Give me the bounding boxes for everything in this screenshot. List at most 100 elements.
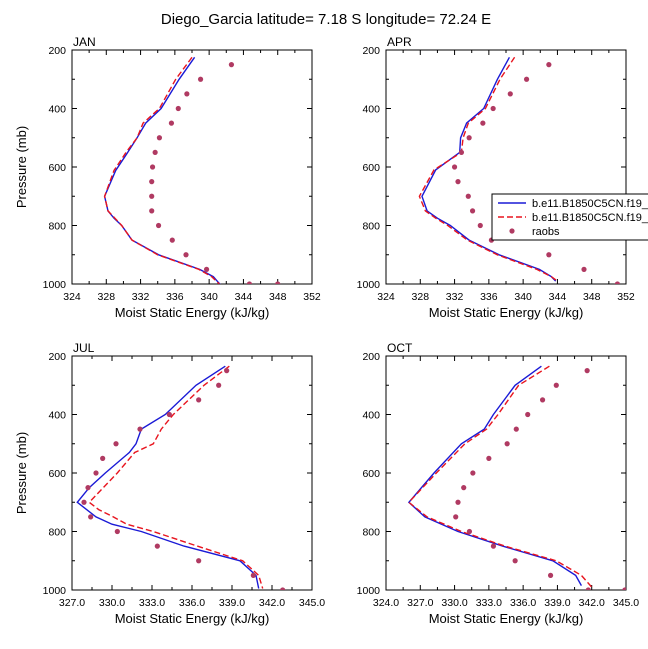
plot-frame (71, 355, 313, 591)
x-tick-label: 330.0 (99, 597, 125, 609)
raobs-point (466, 135, 472, 141)
raobs-point (486, 455, 492, 461)
y-tick-label: 600 (362, 468, 380, 480)
chart-panel-oct: 324.0 327.0 330.0 333.0 336.0 339.0 342.0 345.0… (357, 341, 640, 626)
chart-panel-apr: 324 328 332 336 340 344 348 352 200 400 600 800 1000… (357, 35, 635, 320)
raobs-point (149, 179, 155, 185)
raobs-point (455, 499, 461, 505)
model-line-dashed (88, 365, 264, 589)
raobs-point (461, 485, 467, 491)
x-tick-label: 324 (63, 291, 81, 303)
x-tick-label: 340 (514, 291, 532, 303)
y-tick-label: 200 (362, 45, 380, 57)
raobs-point (490, 105, 496, 112)
raobs-point (458, 149, 465, 155)
x-axis-label: Moist Static Energy (kJ/kg) (429, 305, 584, 320)
x-tick-label: 336 (166, 291, 184, 303)
raobs-point (455, 179, 461, 185)
x-tick-label: 336.0 (179, 597, 205, 609)
series-group (407, 365, 626, 590)
chart-panel-jan: 324 328 332 336 340 344 348 352 200 400 600 800 1000… (14, 35, 321, 320)
raobs-point (228, 62, 235, 68)
plot-frame (71, 49, 313, 285)
model-line-dashed (103, 56, 220, 284)
chart-panels: 324 328 332 336 340 344 348 352 200 400 600 800 1000… (14, 35, 639, 626)
raobs-point (114, 528, 120, 535)
y-tick-label: 200 (48, 45, 66, 57)
raobs-point (100, 455, 106, 461)
raobs-point (168, 120, 175, 126)
y-tick-label: 400 (362, 104, 380, 116)
x-tick-label: 336.0 (510, 597, 536, 609)
raobs-point (490, 543, 497, 549)
x-tick-label: 345.0 (299, 597, 325, 609)
x-tick-label: 332 (446, 291, 464, 303)
y-tick-label: 800 (362, 527, 380, 539)
x-axis-label: Moist Static Energy (kJ/kg) (115, 305, 270, 320)
y-tick-label: 600 (48, 162, 66, 174)
raobs-point (453, 514, 459, 520)
raobs-point (465, 193, 471, 199)
x-tick-label: 328 (412, 291, 430, 303)
raobs-point (149, 193, 155, 199)
raobs-point (523, 76, 530, 82)
raobs-point (81, 499, 87, 505)
legend: b.e11.B1850C5CN.f19_g16.0501 b.e11.B1850C… (491, 193, 648, 241)
y-tick-label: 800 (48, 527, 66, 539)
x-tick-label: 344 (549, 291, 567, 303)
chart-panel-jul: 327.0 330.0 333.0 336.0 339.0 342.0 345.0 200 40… (14, 341, 325, 626)
raobs-point (469, 208, 476, 214)
y-tick-label: 1000 (357, 585, 381, 597)
raobs-point (184, 91, 190, 97)
x-tick-label: 342.0 (259, 597, 285, 609)
raobs-point (156, 135, 163, 141)
series-group (76, 365, 286, 590)
raobs-point (275, 281, 281, 284)
raobs-point (470, 470, 476, 476)
raobs-point (546, 252, 552, 258)
raobs-point (203, 266, 210, 272)
raobs-point (246, 281, 253, 284)
x-tick-label: 348 (269, 291, 287, 303)
x-tick-label: 352 (617, 291, 635, 303)
x-tick-label: 328 (98, 291, 116, 303)
x-tick-label: 330.0 (441, 597, 467, 609)
raobs-point (197, 76, 204, 82)
figure-title: Diego_Garcia latitude= 7.18 S longitude=… (161, 11, 491, 28)
raobs-point (85, 485, 91, 491)
y-tick-label: 600 (48, 468, 66, 480)
raobs-point (216, 382, 222, 388)
x-tick-label: 340 (200, 291, 218, 303)
raobs-point (113, 441, 119, 447)
model-line-solid (76, 365, 260, 589)
x-tick-label: 339.0 (219, 597, 245, 609)
x-tick-label: 327.0 (59, 597, 85, 609)
x-axis-label: Moist Static Energy (kJ/kg) (429, 611, 584, 626)
x-tick-label: 324.0 (373, 597, 399, 609)
raobs-point (166, 411, 172, 418)
raobs-point (175, 105, 181, 112)
x-tick-label: 333.0 (476, 597, 502, 609)
raobs-point (466, 528, 473, 535)
y-axis-label: Pressure (mb) (14, 432, 29, 514)
panel-label: APR (387, 35, 412, 49)
raobs-point (224, 368, 230, 374)
model-line-solid (103, 56, 221, 284)
raobs-point (280, 587, 286, 590)
panel-label: JAN (73, 35, 96, 49)
y-tick-label: 200 (362, 351, 380, 363)
y-tick-label: 400 (48, 104, 66, 116)
plot-frame (385, 355, 627, 591)
raobs-point (88, 514, 94, 520)
raobs-point (250, 572, 256, 578)
x-tick-label: 327.0 (407, 597, 433, 609)
x-axis-label: Moist Static Energy (kJ/kg) (115, 611, 270, 626)
legend-label: b.e11.B1850C5CN.f19_g16.0501 (532, 198, 648, 210)
y-tick-label: 800 (48, 221, 66, 233)
raobs-point (553, 382, 559, 388)
raobs-point (183, 252, 189, 258)
y-tick-label: 400 (48, 410, 66, 422)
raobs-point (546, 62, 552, 68)
model-line-solid (407, 365, 583, 586)
raobs-point (451, 164, 458, 170)
